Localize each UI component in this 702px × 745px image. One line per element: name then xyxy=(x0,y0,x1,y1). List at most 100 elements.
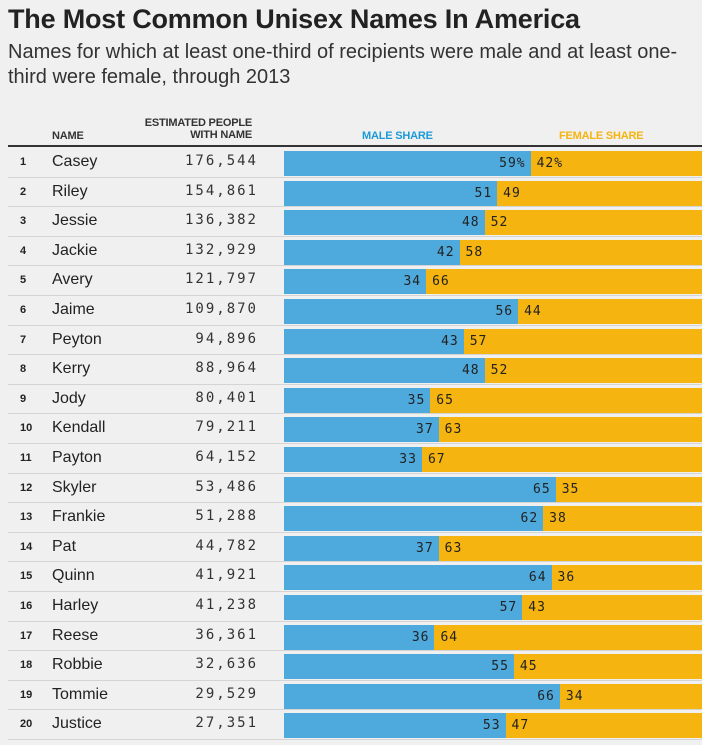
name-label: Robbie xyxy=(52,656,103,674)
table-row: 1 Casey 176,544 59% 42% xyxy=(8,148,702,178)
header-divider xyxy=(8,145,702,147)
count-label: 154,861 xyxy=(184,182,258,199)
table-row: 16 Harley 41,238 57 43 xyxy=(8,592,702,622)
female-share-label: 52 xyxy=(490,363,509,379)
count-label: 109,870 xyxy=(184,301,258,317)
female-share-bar: 48 52 xyxy=(284,210,702,236)
name-label: Peyton xyxy=(52,330,102,348)
female-share-label: 58 xyxy=(465,244,484,260)
rank-label: 10 xyxy=(20,422,33,435)
female-share-label: 49 xyxy=(503,185,521,201)
female-share-bar: 66 34 xyxy=(284,683,702,709)
table-row: 11 Payton 64,152 33 67 xyxy=(8,444,702,474)
name-label: Harley xyxy=(52,597,99,614)
rank-label: 20 xyxy=(20,718,33,731)
rank-label: 3 xyxy=(20,215,27,228)
table-row: 12 Skyler 53,486 65 35 xyxy=(8,474,702,504)
table-row: 10 Kendall 79,211 37 63 xyxy=(8,414,702,444)
female-share-label: 66 xyxy=(432,274,450,290)
male-share-label: 37 xyxy=(416,422,434,438)
male-share-bar xyxy=(284,299,519,324)
rank-label: 16 xyxy=(20,600,33,612)
female-share-label: 67 xyxy=(427,452,446,467)
count-label: 79,211 xyxy=(195,419,258,436)
male-share-label: 65 xyxy=(533,481,551,497)
column-header-estimated-line1: ESTIMATED PEOPLE xyxy=(144,117,252,129)
female-share-bar: 53 47 xyxy=(284,713,702,739)
count-label: 64,152 xyxy=(195,449,258,465)
table-row: 18 Robbie 32,636 55 45 xyxy=(8,651,702,681)
count-label: 136,382 xyxy=(184,212,258,229)
rank-label: 8 xyxy=(20,363,27,376)
rank-label: 18 xyxy=(20,659,33,672)
male-share-label: 34 xyxy=(403,274,422,290)
count-label: 41,921 xyxy=(195,567,258,584)
male-share-label: 37 xyxy=(416,540,434,556)
count-label: 121,797 xyxy=(184,271,258,288)
male-share-label: 43 xyxy=(441,333,459,349)
name-label: Jaime xyxy=(52,301,95,318)
count-label: 88,964 xyxy=(195,360,258,377)
count-label: 41,238 xyxy=(195,597,258,613)
male-share-label: 36 xyxy=(411,629,430,645)
female-share-label: 42% xyxy=(536,156,564,171)
female-share-label: 65 xyxy=(436,392,454,408)
female-share-label: 47 xyxy=(511,718,530,734)
name-label: Justice xyxy=(52,715,102,733)
male-share-bar xyxy=(284,683,560,709)
male-share-bar xyxy=(284,476,556,502)
male-share-label: 57 xyxy=(499,600,518,615)
male-share-label: 53 xyxy=(482,718,501,734)
count-label: 80,401 xyxy=(195,389,258,406)
table-row: 3 Jessie 136,382 48 52 xyxy=(8,207,702,237)
female-share-bar: 34 66 xyxy=(284,269,702,295)
male-share-label: 59% xyxy=(499,156,526,171)
female-share-bar: 37 63 xyxy=(284,535,702,561)
male-share-bar xyxy=(284,210,485,236)
male-share-bar xyxy=(284,654,514,680)
table-row: 7 Peyton 94,896 43 57 xyxy=(8,326,702,356)
rank-label: 19 xyxy=(20,688,33,701)
male-share-bar xyxy=(284,713,506,739)
female-share-label: 52 xyxy=(490,215,509,231)
table-row: 9 Jody 80,401 35 65 xyxy=(8,385,702,415)
name-label: Skyler xyxy=(52,478,97,496)
male-share-bar xyxy=(284,535,439,561)
count-label: 53,486 xyxy=(195,478,258,495)
table-row: 19 Tommie 29,529 66 34 xyxy=(8,681,702,711)
rank-label: 4 xyxy=(20,244,27,257)
male-share-bar xyxy=(284,151,531,176)
female-share-label: 38 xyxy=(549,511,567,527)
count-label: 36,361 xyxy=(195,626,258,643)
rank-label: 15 xyxy=(20,570,33,583)
name-label: Tommie xyxy=(52,685,109,703)
male-share-label: 56 xyxy=(495,304,514,319)
female-share-bar: 35 65 xyxy=(284,387,702,413)
female-share-label: 57 xyxy=(469,333,488,349)
count-label: 44,782 xyxy=(195,537,258,554)
table-row: 20 Justice 27,351 53 47 xyxy=(8,710,702,740)
male-share-label: 55 xyxy=(491,659,509,675)
rank-label: 7 xyxy=(20,333,27,346)
name-label: Jody xyxy=(52,389,86,407)
male-share-bar xyxy=(284,565,552,591)
count-label: 176,544 xyxy=(184,153,258,169)
chart-subtitle: Names for which at least one-third of re… xyxy=(8,41,678,88)
rank-label: 14 xyxy=(20,540,33,553)
rank-label: 13 xyxy=(20,511,33,524)
name-label: Pat xyxy=(52,537,77,555)
male-share-bar xyxy=(284,417,439,443)
table-row: 13 Frankie 51,288 62 38 xyxy=(8,503,702,533)
name-label: Jessie xyxy=(52,212,98,230)
count-label: 29,529 xyxy=(195,685,258,702)
female-share-bar: 51 49 xyxy=(284,180,702,206)
male-share-bar xyxy=(284,328,464,354)
female-share-label: 63 xyxy=(444,422,463,438)
male-share-label: 51 xyxy=(474,185,493,201)
male-share-label: 33 xyxy=(399,452,417,467)
count-label: 132,929 xyxy=(184,241,258,258)
table-row: 17 Reese 36,361 36 64 xyxy=(8,622,702,652)
name-label: Frankie xyxy=(52,508,106,526)
female-share-bar: 57 43 xyxy=(284,595,702,620)
female-share-bar: 62 38 xyxy=(284,506,702,532)
